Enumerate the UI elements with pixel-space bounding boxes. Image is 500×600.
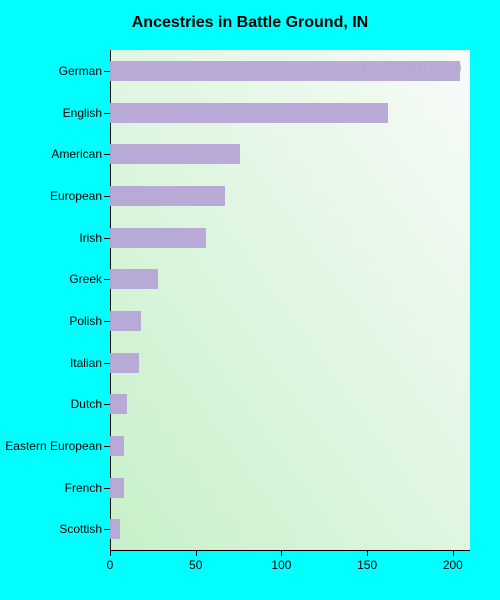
y-tick [104,529,110,530]
y-tick [104,446,110,447]
y-tick [104,154,110,155]
y-tick [104,71,110,72]
y-category-label: Polish [69,314,102,328]
plot-area: City-Data.com [110,50,470,550]
x-tick [367,550,368,556]
x-tick-label: 150 [357,558,377,572]
y-tick [104,113,110,114]
y-tick [104,321,110,322]
x-tick [281,550,282,556]
x-axis-line [110,550,470,551]
bar [110,311,141,331]
bar [110,519,120,539]
y-category-label: English [63,106,102,120]
x-tick-label: 50 [189,558,202,572]
bar [110,436,124,456]
y-category-label: French [65,481,102,495]
y-category-label: European [50,189,102,203]
y-axis-line [110,50,111,550]
x-tick [196,550,197,556]
bar [110,61,460,81]
y-tick [104,279,110,280]
y-tick [104,363,110,364]
bar [110,269,158,289]
x-tick-label: 200 [443,558,463,572]
y-tick [104,488,110,489]
x-tick [110,550,111,556]
y-category-label: Eastern European [5,439,102,453]
bar [110,103,388,123]
y-tick [104,238,110,239]
x-tick-label: 0 [107,558,114,572]
chart-title: Ancestries in Battle Ground, IN [0,14,500,32]
bar [110,478,124,498]
bar [110,186,225,206]
bar [110,394,127,414]
y-category-label: Dutch [71,397,102,411]
bar [110,353,139,373]
x-tick [453,550,454,556]
y-category-label: Scottish [59,522,102,536]
y-category-label: German [59,64,102,78]
y-tick [104,196,110,197]
y-category-label: Italian [70,356,102,370]
y-category-label: American [51,147,102,161]
y-tick [104,404,110,405]
bar [110,228,206,248]
y-category-label: Greek [69,272,102,286]
page-root: Ancestries in Battle Ground, IN City-Dat… [0,0,500,600]
bar [110,144,240,164]
x-tick-label: 100 [271,558,291,572]
y-category-label: Irish [79,231,102,245]
